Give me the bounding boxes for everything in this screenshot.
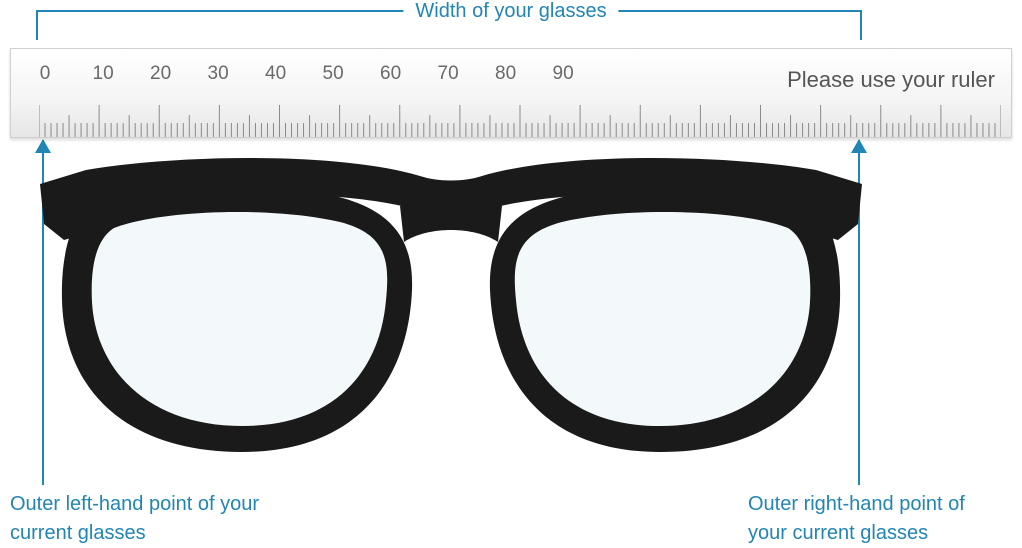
ruler-numbers: 0 10 20 30 40 50 60 70 80 90 <box>35 63 573 85</box>
ruler-number: 90 <box>553 63 573 85</box>
width-label: Width of your glasses <box>403 0 618 23</box>
ruler-number: 30 <box>208 63 228 85</box>
ruler-hint: Please use your ruler <box>787 67 995 93</box>
ruler-number: 40 <box>265 63 285 85</box>
ruler-number: 0 <box>35 63 55 85</box>
right-caption: Outer right-hand point of your current g… <box>748 490 1008 548</box>
ruler-number: 10 <box>93 63 113 85</box>
ruler: 0 10 20 30 40 50 60 70 80 90 Please use your rule… <box>10 48 1012 138</box>
diagram-container: Width of your glasses 0 10 20 30 40 50 60 70 80 9… <box>0 0 1022 540</box>
ruler-number: 80 <box>495 63 515 85</box>
ruler-ticks <box>39 101 1001 137</box>
left-caption: Outer left-hand point of your current gl… <box>10 490 270 548</box>
glasses-icon <box>40 150 862 460</box>
ruler-number: 70 <box>438 63 458 85</box>
ruler-number: 50 <box>323 63 343 85</box>
ruler-number: 60 <box>380 63 400 85</box>
ruler-number: 20 <box>150 63 170 85</box>
